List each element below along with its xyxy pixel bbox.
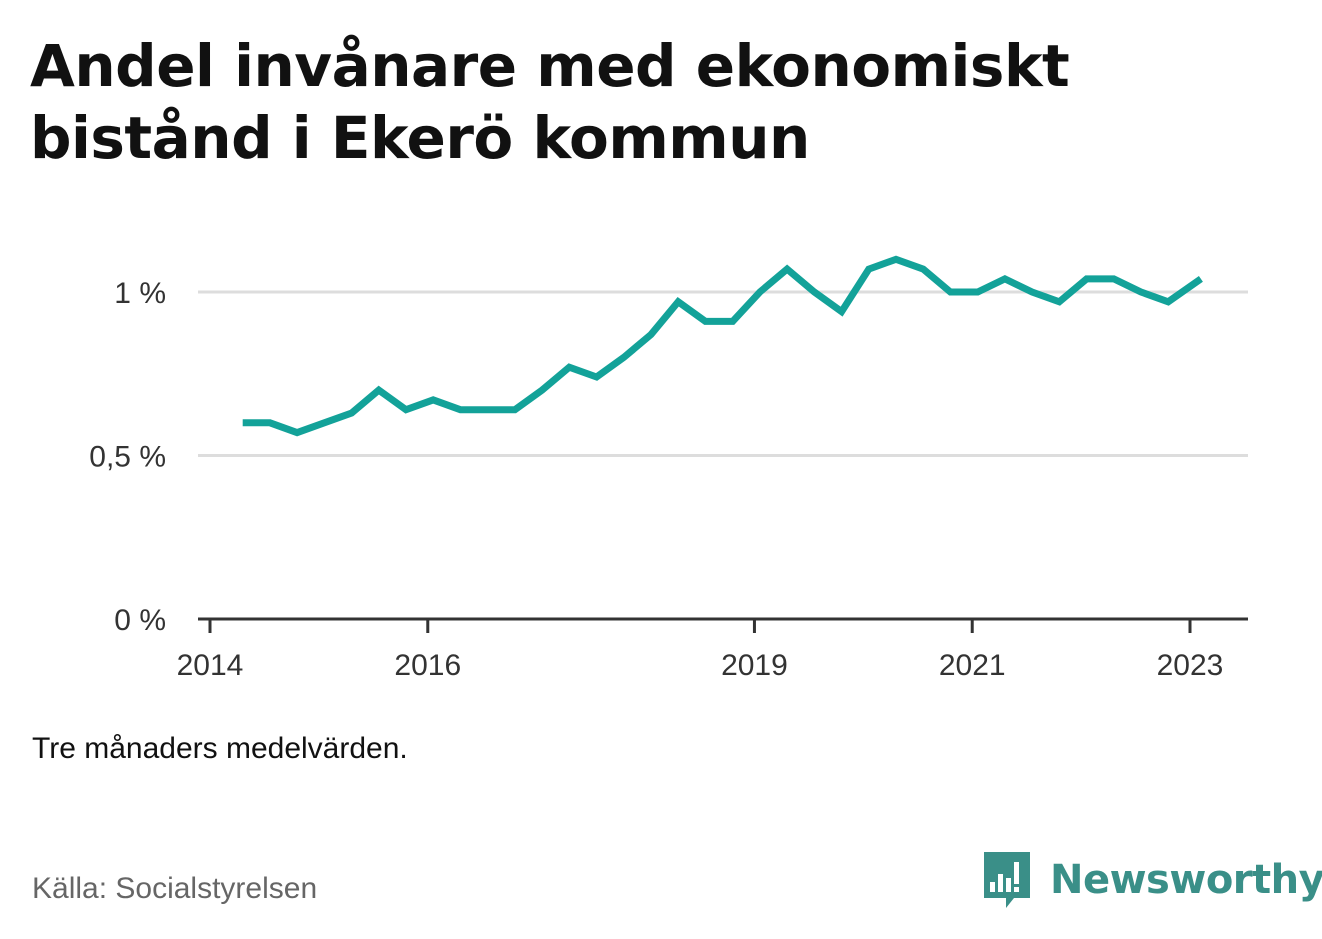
y-tick-label: 0,5 % [89,441,166,474]
brand-name: Newsworthy [1050,857,1322,903]
series-line [242,255,1203,437]
x-tick-label: 2014 [177,649,244,682]
y-tick-label: 1 % [114,277,166,310]
chart-title: Andel invånare med ekonomiskt bistånd i … [30,32,1070,172]
x-tick-label: 2019 [721,649,788,682]
newsworthy-logo-icon [984,852,1030,908]
source-text: Källa: Socialstyrelsen [32,872,318,905]
gridlines [198,290,1248,457]
x-tick-label: 2021 [939,649,1006,682]
x-tick-label: 2016 [394,649,461,682]
chart-note: Tre månaders medelvärden. [32,732,408,765]
brand-logo: Newsworthy [980,848,1322,912]
y-axis: 0 % 0,5 % 1 % [89,277,166,637]
x-tick-label: 2023 [1157,649,1224,682]
x-axis: 2014 2016 2019 2021 2023 [177,617,1248,682]
series-layer [242,255,1203,437]
y-tick-label: 0 % [114,604,166,637]
